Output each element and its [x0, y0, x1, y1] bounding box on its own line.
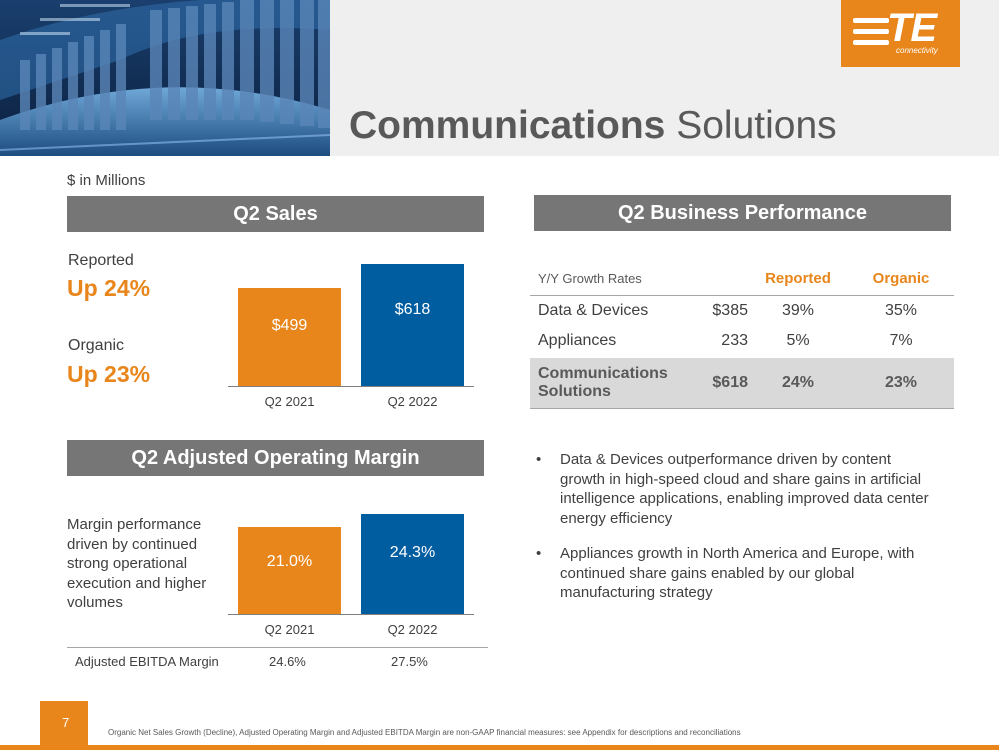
- sales-bar-chart: $499 Q2 2021 $618 Q2 2022: [228, 250, 474, 412]
- table-row: Data & Devices $385 39% 35%: [530, 295, 954, 326]
- col-organic: Organic: [848, 263, 954, 296]
- total-organic: 23%: [848, 356, 954, 409]
- list-item: • Data & Devices outperformance driven b…: [536, 450, 936, 528]
- bullet-marker: •: [536, 545, 542, 562]
- data-center-image: [0, 0, 330, 156]
- chart-data-label: 24.3%: [389, 543, 436, 561]
- units-note: $ in Millions: [67, 172, 146, 189]
- row-organic: 35%: [884, 301, 918, 319]
- row-name: Appliances: [538, 332, 617, 350]
- table-row: Appliances 233 5% 7%: [530, 326, 954, 357]
- chart-tick-label: Q2 2022: [387, 394, 438, 409]
- reported-label: Reported: [68, 252, 134, 269]
- commentary-list: • Data & Devices outperformance driven b…: [536, 450, 936, 619]
- page-title-bold: Communications: [349, 104, 666, 147]
- chart-data-label: 21.0%: [266, 553, 313, 571]
- margin-heading: Q2 Adjusted Operating Margin: [67, 440, 484, 476]
- page-title: Communications Solutions: [349, 104, 837, 148]
- chart-tick-label: Q2 2022: [387, 622, 438, 637]
- page-title-light: Solutions: [676, 104, 837, 147]
- row-name: Data & Devices: [538, 301, 649, 319]
- ebitda-value-2022: 27.5%: [391, 654, 428, 669]
- row-sales: $385: [712, 301, 748, 319]
- chart-bar: [238, 527, 341, 614]
- chart-bar: [238, 287, 341, 386]
- performance-table: Y/Y Growth Rates Reported Organic Data &…: [530, 263, 954, 409]
- chart-tick-label: Q2 2021: [264, 394, 315, 409]
- organic-label: Organic: [68, 337, 125, 354]
- chart-data-label: $499: [271, 317, 308, 335]
- logo-bars-icon: [853, 18, 889, 51]
- te-connectivity-logo: TE connectivity: [841, 0, 960, 67]
- footnote: Organic Net Sales Growth (Decline), Adju…: [108, 728, 741, 737]
- col-growth-rates: Y/Y Growth Rates: [530, 263, 690, 296]
- row-sales: 233: [721, 332, 748, 350]
- total-name: Communications Solutions: [530, 356, 690, 409]
- margin-description: Margin performance driven by continued s…: [67, 516, 207, 611]
- ebitda-value-2021: 24.6%: [269, 654, 306, 669]
- total-reported: 24%: [748, 356, 848, 409]
- performance-heading: Q2 Business Performance: [534, 195, 951, 231]
- margin-bar-chart: 21.0% Q2 2021 24.3% Q2 2022: [228, 490, 474, 640]
- performance-header-row: Y/Y Growth Rates Reported Organic: [530, 263, 954, 296]
- row-reported: 5%: [786, 332, 810, 350]
- ebitda-divider: [67, 647, 488, 648]
- chart-axis-line: [228, 614, 474, 615]
- chart-data-label: $618: [394, 300, 431, 318]
- chart-bar: [361, 264, 464, 386]
- row-organic: 7%: [889, 332, 913, 350]
- organic-value: Up 23%: [67, 361, 151, 387]
- reported-value: Up 24%: [67, 275, 151, 301]
- chart-tick-label: Q2 2021: [264, 622, 315, 637]
- col-reported: Reported: [748, 263, 848, 296]
- total-sales: $618: [690, 356, 748, 409]
- logo-text: TE: [887, 6, 937, 50]
- table-total-row: Communications Solutions $618 24% 23%: [530, 356, 954, 409]
- bullet-marker: •: [536, 451, 542, 468]
- footer-accent-line: [0, 745, 999, 750]
- sales-heading: Q2 Sales: [67, 196, 484, 232]
- bullet-text: Data & Devices outperformance driven by …: [560, 451, 929, 527]
- logo-subtext: connectivity: [896, 46, 938, 55]
- bullet-text: Appliances growth in North America and E…: [560, 545, 915, 601]
- chart-bar: [361, 513, 464, 614]
- page-number: 7: [40, 701, 88, 750]
- chart-axis-line: [228, 386, 474, 387]
- row-reported: 39%: [781, 301, 815, 319]
- list-item: • Appliances growth in North America and…: [536, 544, 936, 603]
- ebitda-label: Adjusted EBITDA Margin: [75, 654, 219, 669]
